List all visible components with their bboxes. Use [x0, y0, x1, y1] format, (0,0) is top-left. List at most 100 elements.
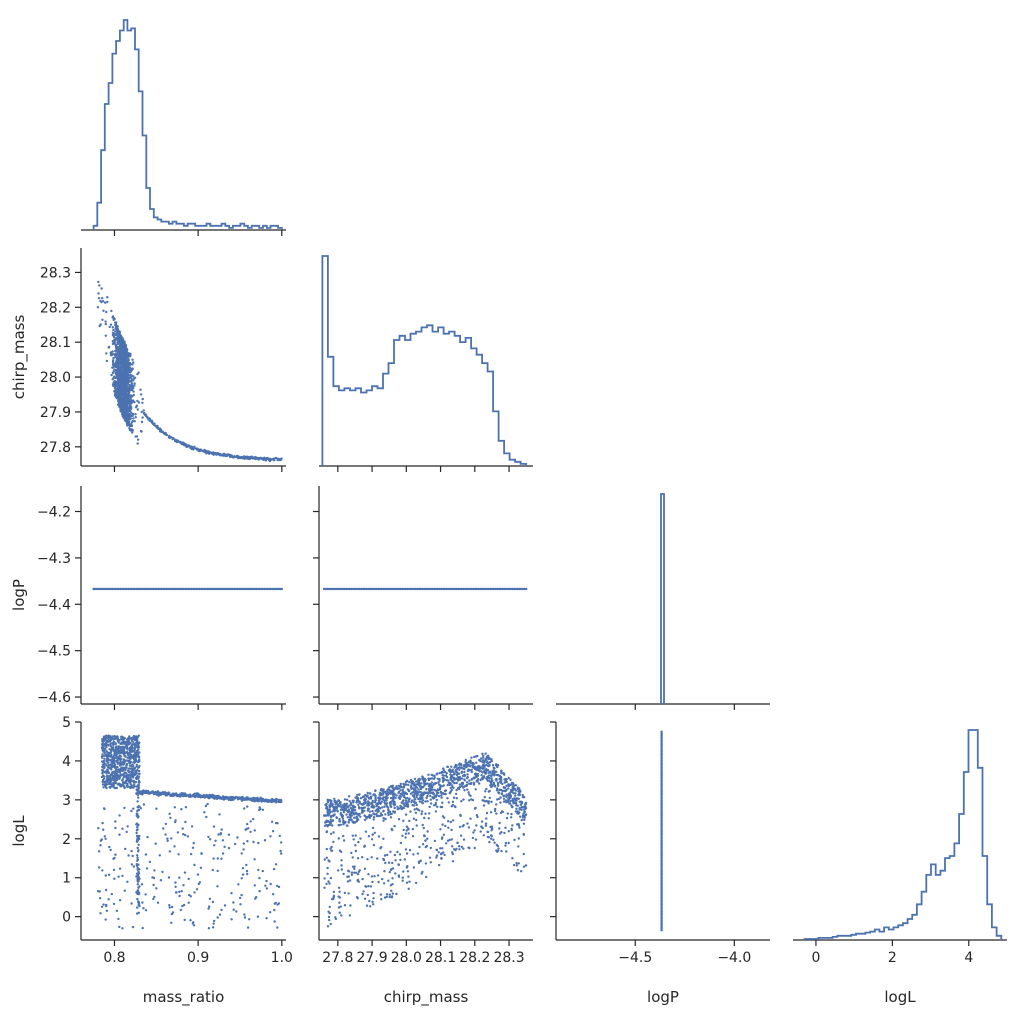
- scatter-point: [442, 784, 445, 787]
- scatter-point: [458, 825, 462, 829]
- scatter-point: [121, 745, 125, 749]
- x-axis-title-logP: logP: [647, 988, 679, 1006]
- y-tick-label: −4.4: [37, 597, 71, 613]
- scatter-point: [135, 840, 139, 843]
- scatter-point: [122, 760, 126, 763]
- scatter-point: [114, 355, 117, 359]
- scatter-point: [394, 872, 397, 875]
- scatter-point: [325, 882, 328, 886]
- scatter-point: [111, 735, 114, 738]
- scatter-point: [136, 442, 139, 445]
- scatter-point: [159, 792, 162, 795]
- scatter-point: [118, 330, 122, 334]
- scatter-point: [128, 384, 131, 387]
- scatter-point: [159, 879, 163, 882]
- scatter-point: [120, 376, 123, 379]
- scatter-point: [499, 796, 502, 799]
- scatter-point: [428, 856, 432, 859]
- scatter-point: [417, 788, 420, 791]
- scatter-point: [332, 831, 335, 834]
- scatter-point: [105, 909, 109, 912]
- scatter-point: [137, 863, 140, 866]
- scatter-point: [368, 587, 372, 591]
- scatter-point: [486, 762, 490, 765]
- scatter-point: [216, 796, 219, 800]
- scatter-point: [193, 792, 197, 795]
- y-tick-label: 27.9: [40, 405, 71, 421]
- scatter-point: [380, 814, 384, 817]
- scatter-point: [105, 764, 109, 767]
- scatter-point: [388, 895, 391, 899]
- scatter-point: [99, 844, 102, 847]
- scatter-point: [232, 901, 235, 904]
- scatter-point: [472, 587, 475, 591]
- scatter-point: [218, 813, 221, 816]
- scatter-point: [113, 368, 116, 371]
- scatter-point: [110, 760, 113, 764]
- scatter-point: [514, 792, 517, 795]
- scatter-point: [123, 771, 127, 774]
- scatter-point: [113, 382, 116, 386]
- scatter-logP-vs-mass_ratio: [92, 587, 283, 591]
- scatter-point: [148, 860, 152, 864]
- scatter-point: [168, 812, 171, 815]
- scatter-point: [328, 882, 331, 885]
- scatter-point: [443, 853, 446, 857]
- scatter-point: [324, 587, 327, 591]
- scatter-point: [97, 850, 101, 853]
- scatter-point: [208, 838, 212, 841]
- scatter-point: [116, 761, 120, 764]
- scatter-point: [154, 842, 157, 845]
- scatter-point: [139, 429, 143, 433]
- scatter-point: [118, 899, 122, 902]
- scatter-point: [496, 849, 500, 852]
- scatter-point: [246, 840, 249, 843]
- scatter-point: [101, 744, 105, 747]
- scatter-point: [383, 805, 386, 808]
- scatter-point: [123, 889, 127, 892]
- scatter-point: [128, 749, 131, 752]
- scatter-point: [399, 858, 402, 862]
- scatter-point: [114, 330, 117, 333]
- scatter-point: [382, 837, 385, 840]
- scatter-point: [387, 587, 390, 591]
- scatter-point: [136, 854, 139, 857]
- scatter-point: [342, 811, 346, 814]
- scatter-point: [392, 587, 395, 591]
- scatter-point: [138, 781, 141, 784]
- scatter-point: [125, 762, 129, 766]
- scatter-point: [353, 821, 357, 824]
- y-axis-title-chirp_mass: chirp_mass: [10, 315, 29, 400]
- scatter-point: [399, 789, 402, 792]
- scatter-point: [372, 818, 375, 821]
- scatter-point: [189, 919, 192, 922]
- scatter-point: [103, 807, 106, 811]
- scatter-point: [382, 858, 386, 862]
- scatter-point: [398, 797, 402, 801]
- scatter-point: [437, 791, 440, 795]
- scatter-point: [497, 587, 501, 591]
- scatter-point: [122, 749, 126, 753]
- scatter-point: [104, 888, 108, 892]
- scatter-point: [115, 768, 118, 771]
- scatter-point: [112, 342, 116, 345]
- scatter-point: [338, 890, 341, 893]
- scatter-point: [126, 825, 129, 828]
- scatter-point: [235, 910, 238, 913]
- scatter-point: [156, 792, 159, 795]
- scatter-point: [170, 921, 173, 924]
- scatter-point: [379, 812, 383, 815]
- scatter-point: [124, 396, 127, 399]
- scatter-point: [262, 798, 265, 802]
- scatter-point: [424, 812, 427, 815]
- scatter-point: [490, 783, 493, 786]
- scatter-point: [475, 761, 478, 764]
- scatter-point: [107, 763, 111, 767]
- scatter-point: [124, 759, 128, 762]
- scatter-point: [371, 809, 374, 813]
- scatter-point: [323, 886, 326, 889]
- scatter-point: [276, 926, 279, 929]
- scatter-point: [389, 850, 392, 853]
- scatter-point: [127, 780, 130, 783]
- scatter-point: [191, 794, 195, 797]
